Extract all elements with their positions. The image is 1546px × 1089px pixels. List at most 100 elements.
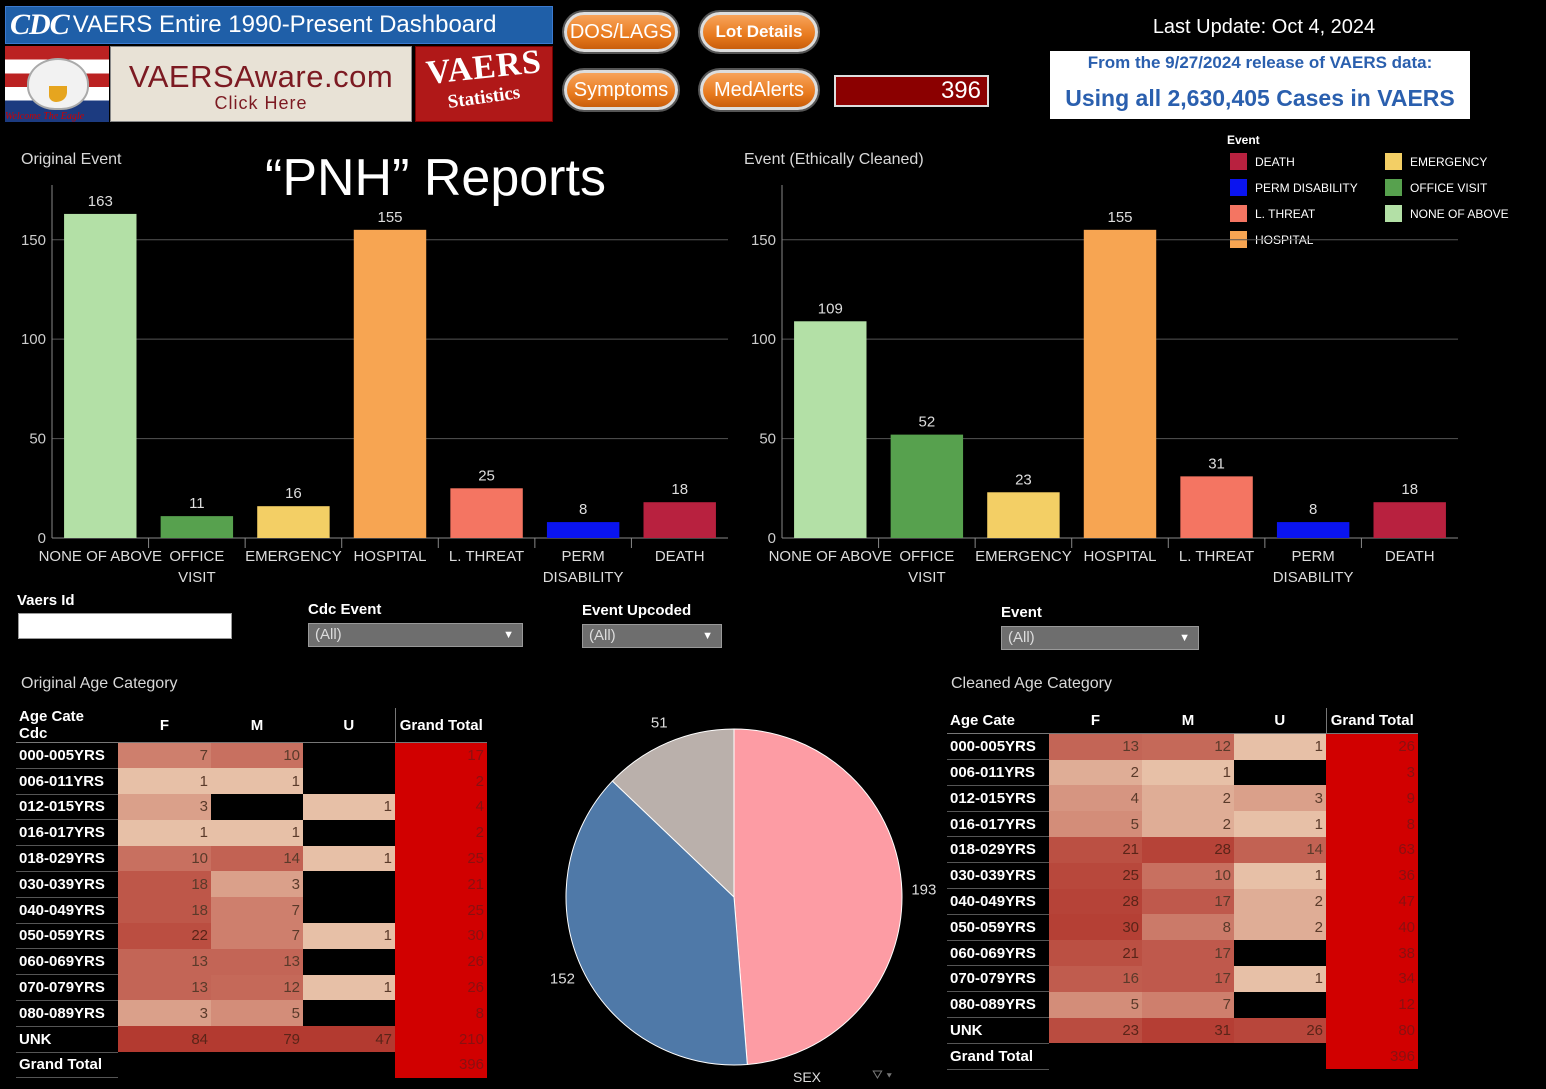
legend-item[interactable]: EMERGENCY [1385, 153, 1487, 170]
grand-total-label: Grand Total [16, 1052, 118, 1079]
legend-label: NONE OF ABOVE [1410, 206, 1509, 221]
original-age-title: Original Age Category [21, 675, 178, 692]
pnh-reports-title: “PNH” Reports [265, 149, 606, 207]
bar[interactable] [1276, 522, 1350, 538]
value-cell: 2 [1142, 811, 1234, 837]
legend-item[interactable]: L. THREAT [1230, 205, 1315, 222]
value-cell [1234, 940, 1326, 966]
value-cell [303, 819, 395, 846]
legend-swatch [1385, 179, 1402, 196]
chevron-down-icon: ▼ [503, 629, 514, 641]
x-tick-label: HOSPITAL [1083, 548, 1156, 565]
value-cell: 1 [211, 768, 303, 795]
value-cell: 10 [211, 742, 303, 769]
cleaned-age-title: Cleaned Age Category [951, 675, 1112, 692]
x-tick-label: NONE OF ABOVE [769, 548, 892, 565]
event-dropdown[interactable]: (All) ▼ [1001, 626, 1199, 650]
value-cell: 1 [1234, 965, 1326, 992]
column-header: Age Cate [947, 708, 1049, 735]
vaers-id-input[interactable] [18, 613, 232, 639]
column-header: M [1142, 708, 1234, 735]
vaersaware-link[interactable]: VAERSAware.com Click Here [110, 46, 412, 122]
value-cell: 28 [1142, 836, 1234, 863]
legend-item[interactable]: NONE OF ABOVE [1385, 205, 1509, 222]
bar-value-label: 109 [818, 300, 843, 317]
legend-item[interactable]: DEATH [1230, 153, 1295, 170]
y-tick-label: 0 [38, 530, 46, 547]
x-tick-label: VISIT [908, 569, 946, 586]
x-tick-label: L. THREAT [1179, 548, 1254, 565]
value-cell: 31 [1142, 1017, 1234, 1044]
report-count: 396 [834, 75, 989, 107]
bar[interactable] [64, 213, 137, 538]
bar[interactable] [353, 229, 427, 538]
table-row: 016-017YRS 5 2 1 8 [947, 811, 1418, 838]
bar[interactable] [643, 502, 716, 538]
value-cell: 18 [118, 871, 211, 898]
x-tick-label: OFFICE [169, 548, 224, 565]
value-cell: 13 [1049, 733, 1142, 760]
pie-value-label: 193 [911, 881, 936, 898]
bar[interactable] [450, 488, 523, 538]
bar-value-label: 8 [579, 501, 587, 518]
bar[interactable] [1083, 229, 1157, 538]
row-header: UNK [947, 1017, 1049, 1044]
bar[interactable] [987, 492, 1060, 538]
value-cell: 4 [1049, 785, 1142, 812]
x-tick-label: PERM [561, 548, 604, 565]
bar[interactable] [794, 321, 867, 538]
row-header: 050-059YRS [16, 923, 118, 950]
bar[interactable] [546, 522, 620, 538]
eagle-logo[interactable]: Welcome The Eagle [5, 46, 109, 122]
filter-icon[interactable]: ⛛ ▾ [872, 1067, 892, 1082]
legend-item[interactable]: PERM DISABILITY [1230, 179, 1358, 196]
bar-value-label: 23 [1015, 471, 1032, 488]
grand-total-cell: 36 [1326, 862, 1418, 889]
event-upcoded-dropdown[interactable]: (All) ▼ [582, 624, 722, 648]
lot-details-button[interactable]: Lot Details [700, 12, 818, 52]
bar[interactable] [1180, 476, 1253, 538]
grand-total-cell: 34 [1326, 965, 1418, 992]
row-header: 006-011YRS [947, 759, 1049, 786]
cleaned-event-title: Event (Ethically Cleaned) [744, 151, 924, 168]
value-cell: 3 [1234, 785, 1326, 812]
value-cell [303, 871, 395, 898]
row-header: 080-089YRS [16, 1000, 118, 1027]
symptoms-button[interactable]: Symptoms [564, 70, 678, 110]
grand-total-cell: 210 [395, 1026, 487, 1053]
bar[interactable] [1373, 502, 1446, 538]
original-event-title: Original Event [21, 151, 122, 168]
value-cell: 13 [118, 948, 211, 975]
vaers-statistics-logo[interactable]: VAERS Statistics [415, 46, 553, 122]
x-tick-label: L. THREAT [449, 548, 524, 565]
pie-slice[interactable] [565, 780, 748, 1066]
pie-slice[interactable] [611, 728, 735, 899]
table-row: 000-005YRS 13 12 1 26 [947, 733, 1418, 761]
y-tick-label: 50 [29, 431, 46, 448]
grand-total-cell: 26 [1326, 733, 1418, 760]
bar[interactable] [160, 516, 234, 538]
row-header: 060-069YRS [16, 948, 118, 976]
table-row: 060-069YRS 21 17 38 [947, 940, 1418, 967]
cdc-event-label: Cdc Event [308, 601, 382, 618]
row-header: 050-059YRS [947, 914, 1049, 941]
value-cell: 1 [1234, 862, 1326, 889]
medalerts-button[interactable]: MedAlerts [700, 70, 818, 110]
legend-item[interactable]: OFFICE VISIT [1385, 179, 1487, 196]
bar-value-label: 18 [671, 481, 688, 498]
grand-total-cell: 3 [1326, 759, 1418, 786]
bar[interactable] [257, 506, 330, 538]
bar[interactable] [890, 434, 964, 538]
empty-cell [1142, 1043, 1234, 1069]
value-cell: 12 [211, 974, 303, 1001]
empty-cell [303, 1052, 395, 1078]
row-header: 030-039YRS [16, 871, 118, 898]
cdc-event-dropdown[interactable]: (All) ▼ [308, 623, 523, 647]
legend-label: L. THREAT [1255, 206, 1316, 221]
y-tick-label: 0 [768, 530, 776, 547]
value-cell: 7 [118, 742, 211, 769]
column-header: M [211, 708, 303, 743]
pie-slice[interactable] [733, 728, 903, 1066]
dos-lags-button[interactable]: DOS/LAGS [564, 12, 678, 52]
bar-value-label: 11 [189, 495, 205, 512]
